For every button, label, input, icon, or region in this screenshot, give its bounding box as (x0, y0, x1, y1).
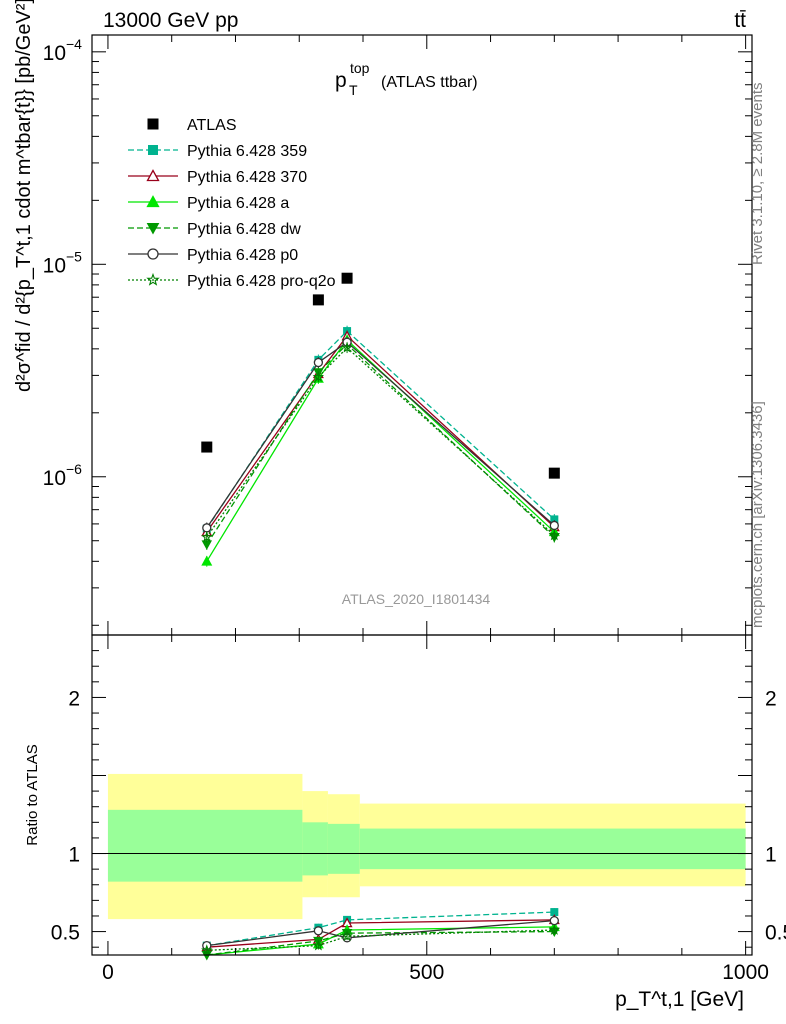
rivet-label: Rivet 3.1.10, ≥ 2.8M events (749, 83, 766, 266)
ratio-point (312, 939, 325, 951)
y-axis-label: d²σ^fid / d²{p_T^t,1 cdot m^tbar{t}} [pb… (13, 0, 35, 392)
legend-label: Pythia 6.428 a (187, 195, 289, 212)
ratio-y-tick-label-right: 1 (765, 844, 777, 867)
energy-label: 13000 GeV pp (103, 9, 238, 32)
data-point (548, 467, 560, 479)
title-main: p (335, 69, 347, 92)
ratio-line (206, 930, 555, 956)
legend-label: Pythia 6.428 dw (187, 221, 301, 238)
ratio-line (206, 929, 555, 951)
legend-label: Pythia 6.428 p0 (187, 247, 298, 264)
main-y-tick-label: 10 (43, 254, 66, 277)
legend-label: Pythia 6.428 359 (187, 143, 307, 160)
series-point (341, 341, 353, 353)
ratio-band-green (359, 828, 746, 870)
analysis-label: ATLAS_2020_I1801434 (342, 591, 491, 607)
main-y-tick-label: 10 (43, 42, 66, 65)
ratio-line (206, 919, 555, 948)
ratio-point (549, 916, 559, 926)
ratio-band-green (327, 823, 360, 874)
ratio-axis-label: Ratio to ATLAS (24, 744, 41, 845)
series-line (206, 334, 555, 533)
ratio-uncertainty-bands (92, 773, 752, 920)
title-subscript: T (349, 82, 358, 98)
main-y-tick-exponent: −6 (66, 461, 82, 477)
ratio-y-tick-label: 0.5 (51, 922, 80, 945)
data-point (341, 272, 353, 284)
series-line (206, 341, 555, 529)
ratio-y-tick-label-right: 0.5 (765, 922, 786, 945)
series-point (313, 357, 324, 368)
x-tick-label: 1000 (722, 961, 769, 984)
ratio-point (548, 923, 561, 935)
ratio-point (341, 930, 353, 942)
main-y-tick-exponent: −5 (66, 248, 82, 264)
ratio-point (201, 944, 213, 956)
main-y-tick-exponent: −4 (66, 36, 82, 52)
main-y-tick-label: 10 (43, 467, 66, 490)
series-line (206, 346, 555, 538)
series-line (206, 343, 555, 545)
legend-label: Pythia 6.428 370 (187, 169, 307, 186)
legend-marker (146, 195, 160, 208)
series-point (201, 555, 213, 566)
legend-marker (146, 272, 160, 286)
data-point (312, 294, 324, 306)
process-label: tt̄ (734, 9, 746, 32)
x-tick-label: 500 (409, 961, 444, 984)
series-point (312, 370, 325, 382)
legend-label: Pythia 6.428 pro-q2o (187, 273, 336, 290)
legend-label-atlas: ATLAS (187, 117, 237, 134)
ratio-line (206, 920, 555, 947)
legend-marker (148, 145, 158, 155)
legend-marker (146, 169, 160, 182)
ratio-point (313, 926, 324, 936)
series-point (201, 531, 213, 542)
ratio-series-group (201, 908, 561, 961)
title-rest: (ATLAS ttbar) (381, 74, 478, 91)
data-point (201, 441, 213, 453)
legend-marker-atlas (147, 118, 159, 130)
main-series-group (201, 272, 561, 567)
legend-marker (146, 223, 160, 235)
series-line (206, 330, 555, 529)
ratio-y-tick-label: 1 (68, 844, 80, 867)
series-point (549, 520, 559, 531)
ratio-band-green (302, 822, 328, 876)
ratio-panel-frame (91, 634, 753, 956)
ratio-y-tick-label-right: 2 (765, 687, 777, 710)
series-point (550, 515, 559, 524)
title-superscript: top (350, 60, 370, 76)
legend: ATLAS Pythia 6.428 359 Pythia 6.428 370 Pyt… (128, 117, 336, 290)
ratio-point (550, 908, 559, 917)
legend-marker (147, 248, 159, 260)
mcplots-label: mcplots.cern.ch [arXiv:1306.3436] (749, 401, 766, 628)
series-point (202, 523, 212, 533)
series-line (206, 339, 555, 562)
plot-title: p top T (ATLAS ttbar) (335, 60, 478, 98)
x-tick-label: 0 (102, 961, 114, 984)
ratio-y-tick-label: 2 (68, 687, 80, 710)
x-axis-label: p_T^t,1 [GeV] (615, 988, 744, 1011)
ratio-band-green (107, 809, 303, 882)
ratio-line (206, 911, 555, 947)
series-point (548, 529, 561, 541)
